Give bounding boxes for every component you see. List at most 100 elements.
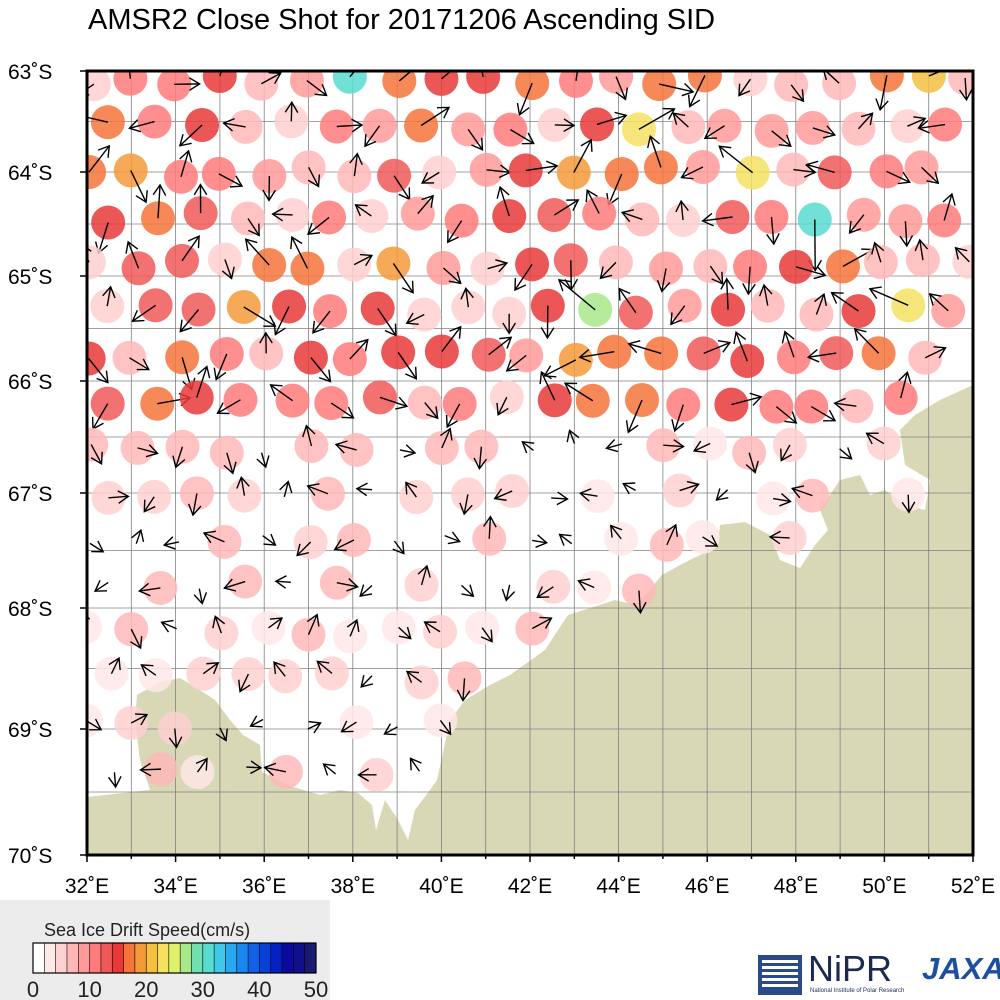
drift-arrow [179, 124, 203, 147]
drift-arrow-head [136, 358, 150, 371]
drift-arrow-head [758, 283, 773, 297]
drift-arrow-head [917, 120, 931, 134]
drift-arrow-head [125, 240, 139, 254]
drift-arrow-head [179, 319, 192, 333]
drift-arrow [273, 661, 286, 677]
drift-arrow [198, 588, 203, 604]
drift-arrow [735, 331, 748, 362]
drift-arrow [716, 489, 729, 501]
drift-arrow-head [138, 582, 151, 597]
drift-arrow [578, 580, 595, 589]
drift-arrow [355, 204, 372, 217]
drift-arrow [928, 71, 943, 77]
drift-arrow [575, 71, 579, 82]
drift-arrow-head [614, 111, 628, 125]
drift-arrow-head [871, 241, 885, 255]
drift-arrow-head [545, 160, 559, 175]
drift-arrow [540, 371, 556, 401]
drift-arrow [775, 406, 797, 424]
drift-arrow-head [460, 287, 474, 300]
drift-arrow-head [405, 670, 420, 683]
drift-arrow [638, 590, 642, 613]
lon-label: 50˚E [862, 875, 906, 898]
lat-label: 68˚S [8, 598, 52, 621]
drift-arrow [461, 584, 474, 597]
drift-arrow [196, 366, 208, 398]
drift-arrow [815, 293, 825, 315]
drift-vectors [87, 71, 973, 792]
drift-arrow-head [823, 71, 835, 81]
drift-arrow [275, 580, 291, 584]
map-frame [80, 69, 975, 862]
drift-arrow-head [897, 171, 911, 185]
drift-arrow [780, 444, 791, 461]
drift-arrow-head [578, 348, 592, 363]
drift-arrow [92, 403, 109, 430]
drift-arrow [506, 354, 527, 372]
drift-arrow [738, 78, 751, 97]
drift-arrow-head [792, 89, 805, 103]
drift-arrow [446, 403, 461, 428]
drift-arrow [359, 584, 373, 597]
drift-arrow-head [356, 338, 369, 352]
drift-arrow [558, 279, 596, 311]
drift-arrow [223, 122, 246, 128]
drift-arrow [497, 396, 508, 416]
drift-arrow [462, 678, 466, 701]
lon-label: 36˚E [242, 875, 286, 898]
speed-marker [515, 71, 550, 101]
drift-arrow [481, 627, 493, 643]
drift-arrow-head [609, 524, 623, 538]
speed-marker [424, 71, 459, 96]
drift-arrow-head [778, 134, 792, 148]
drift-arrow [217, 399, 241, 414]
drift-arrow-head [599, 266, 613, 280]
drift-arrow [839, 448, 853, 460]
drift-arrow [406, 671, 423, 683]
drift-arrow [246, 766, 261, 769]
drift-arrow-head [868, 286, 882, 299]
drift-arrow-head [97, 144, 111, 158]
drift-arrow-head [90, 451, 103, 465]
drift-arrow [356, 487, 373, 491]
drift-arrow [392, 263, 414, 294]
drift-arrow-head [215, 728, 228, 742]
speed-marker [87, 427, 109, 462]
drift-arrow [393, 540, 405, 555]
drift-arrow [824, 71, 840, 84]
drift-arrow [307, 722, 321, 730]
drift-arrow-head [439, 427, 453, 441]
drift-arrow [336, 582, 358, 588]
speed-marker [382, 71, 417, 98]
drift-arrow [135, 529, 142, 544]
drift-arrow [680, 201, 684, 221]
drift-arrow [441, 326, 462, 352]
drift-arrow-head [670, 312, 683, 326]
drift-arrow-head [223, 461, 237, 475]
drift-arrow [274, 306, 290, 335]
drift-arrow [731, 396, 762, 406]
drift-arrow [132, 304, 157, 322]
drift-arrow [218, 173, 243, 187]
drift-arrow [518, 82, 533, 116]
drift-arrow [873, 242, 882, 263]
drift-arrow [143, 496, 155, 513]
drift-arrow [398, 626, 412, 640]
drift-arrow [904, 221, 908, 247]
drift-arrow-head [806, 349, 820, 363]
drift-arrow [113, 772, 117, 788]
drift-arrow [164, 541, 180, 546]
drift-arrow-head [791, 485, 805, 499]
drift-arrow [622, 483, 636, 491]
drift-arrow [510, 129, 535, 145]
drift-arrow-head [913, 116, 927, 129]
drift-arrow [406, 313, 425, 324]
drift-arrow [180, 150, 190, 177]
drift-arrow-head [502, 322, 517, 335]
lat-label: 69˚S [8, 719, 52, 742]
drift-arrow-head [742, 283, 756, 296]
lon-label: 48˚E [774, 875, 818, 898]
drift-arrow [106, 286, 112, 307]
drift-arrow-head [187, 503, 202, 517]
drift-arrow [349, 339, 369, 360]
